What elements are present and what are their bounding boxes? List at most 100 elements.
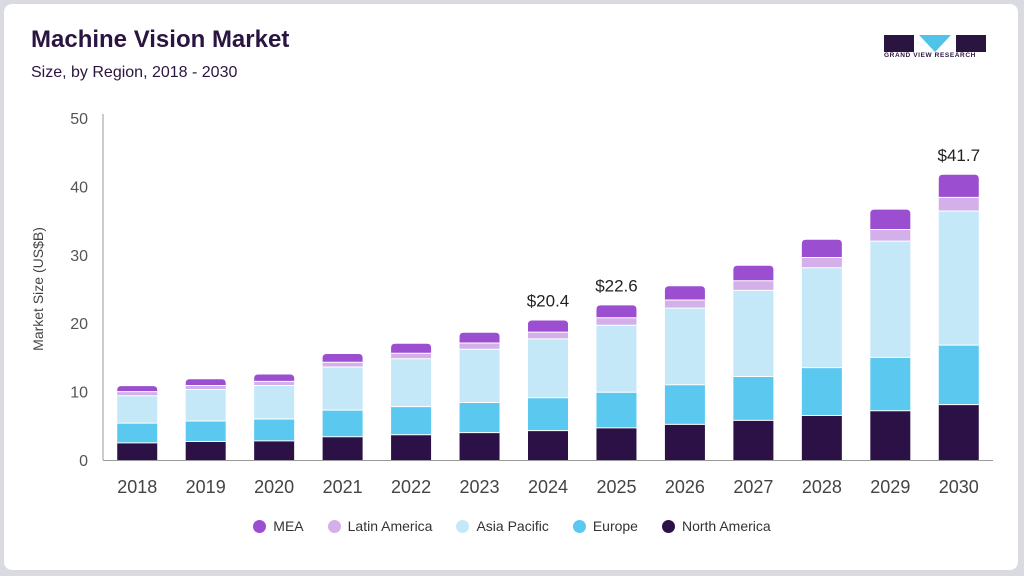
- bar-segment: [733, 280, 774, 291]
- x-tick-label: 2019: [186, 477, 226, 497]
- bar-segment: [596, 427, 637, 460]
- bar-segment: [664, 299, 705, 309]
- bar-segment: [870, 229, 911, 242]
- bar-segment: [185, 421, 226, 442]
- y-tick-label: 0: [79, 453, 88, 470]
- bar-segment: [322, 436, 363, 460]
- legend-item: Latin America: [327, 518, 433, 534]
- bar-segment: [459, 343, 500, 350]
- legend-swatch: [572, 519, 586, 533]
- bar-segment: [801, 239, 842, 258]
- bar-segment: [117, 386, 158, 392]
- bar-segment: [117, 442, 158, 460]
- chart-title: Machine Vision Market: [31, 26, 290, 53]
- chart-legend: MEA Latin America Asia Pacific Europe North …: [0, 516, 1024, 536]
- x-tick-label: 2023: [460, 477, 500, 497]
- bar-segment: [870, 410, 911, 460]
- bar-segment: [596, 325, 637, 393]
- legend-item: Europe: [572, 518, 638, 534]
- legend-swatch: [661, 519, 675, 533]
- bar-segment: [254, 374, 295, 382]
- x-tick-label: 2022: [391, 477, 431, 497]
- bar-segment: [938, 404, 979, 460]
- total-data-label: $22.6: [595, 276, 638, 295]
- bar-segment: [870, 241, 911, 358]
- bar-segment: [322, 362, 363, 367]
- bar-segment: [391, 434, 432, 460]
- x-tick-label: 2028: [802, 477, 842, 497]
- total-data-label: $20.4: [527, 291, 570, 310]
- bar-segment: [459, 432, 500, 460]
- y-tick-label: 10: [70, 385, 88, 402]
- bar-segment: [391, 406, 432, 435]
- legend-item: MEA: [253, 518, 304, 534]
- bar-segment: [733, 290, 774, 377]
- bar-segment: [801, 257, 842, 268]
- bar-segment: [391, 358, 432, 407]
- chart-card: [4, 4, 1018, 570]
- x-tick-label: 2030: [939, 477, 979, 497]
- bar-segment: [322, 353, 363, 363]
- total-data-label: $41.7: [937, 146, 980, 165]
- bar-segment: [938, 197, 979, 212]
- x-tick-label: 2027: [733, 477, 773, 497]
- brand-name: GRAND VIEW RESEARCH: [884, 52, 976, 59]
- bar-segment: [596, 317, 637, 326]
- bar-segment: [938, 174, 979, 198]
- bar-segment: [664, 286, 705, 300]
- legend-label: North America: [681, 518, 771, 534]
- bar-segment: [322, 410, 363, 437]
- bar-segment: [185, 389, 226, 422]
- bar-segment: [254, 440, 295, 460]
- bar-segment: [459, 349, 500, 403]
- y-tick-label: 30: [70, 248, 88, 265]
- x-tick-label: 2018: [117, 477, 157, 497]
- bar-segment: [459, 402, 500, 433]
- chart-subtitle: Size, by Region, 2018 - 2030: [31, 64, 238, 81]
- x-tick-label: 2025: [596, 477, 636, 497]
- bar-segment: [185, 385, 226, 390]
- bar-segment: [528, 332, 568, 339]
- bar-segment: [254, 418, 295, 441]
- bar-segment: [391, 343, 432, 354]
- legend-label: Europe: [592, 518, 638, 534]
- x-tick-label: 2021: [323, 477, 363, 497]
- y-tick-label: 50: [70, 111, 88, 128]
- legend-swatch: [327, 519, 341, 533]
- legend-swatch: [253, 519, 267, 533]
- bar-segment: [596, 305, 637, 318]
- legend-label: Latin America: [347, 518, 433, 534]
- bar-segment: [801, 415, 842, 460]
- x-tick-label: 2020: [254, 477, 294, 497]
- bar-segment: [870, 357, 911, 411]
- bar-segment: [801, 267, 842, 368]
- x-tick-label: 2029: [870, 477, 910, 497]
- y-tick-label: 40: [70, 179, 88, 196]
- legend-item: North America: [661, 518, 771, 534]
- bar-segment: [117, 395, 158, 424]
- bar-segment: [322, 366, 363, 411]
- bar-segment: [733, 265, 774, 281]
- bar-segment: [801, 367, 842, 416]
- bar-segment: [117, 391, 158, 396]
- bar-segment: [528, 338, 568, 398]
- bar-segment: [254, 385, 295, 419]
- grand-view-research-logo: [884, 35, 986, 52]
- bar-segment: [938, 345, 979, 405]
- bar-segment: [596, 392, 637, 428]
- bar-segment: [664, 424, 705, 460]
- x-tick-label: 2026: [665, 477, 705, 497]
- bar-segment: [528, 430, 568, 460]
- bar-segment: [938, 211, 979, 346]
- legend-item: Asia Pacific: [456, 518, 549, 534]
- bar-segment: [459, 332, 500, 344]
- bar-segment: [185, 379, 226, 386]
- legend-swatch: [456, 519, 470, 533]
- x-tick-label: 2024: [528, 477, 568, 497]
- bar-segment: [733, 420, 774, 460]
- bar-segment: [664, 384, 705, 425]
- legend-label: MEA: [273, 518, 304, 534]
- bar-segment: [733, 376, 774, 421]
- bar-segment: [664, 308, 705, 385]
